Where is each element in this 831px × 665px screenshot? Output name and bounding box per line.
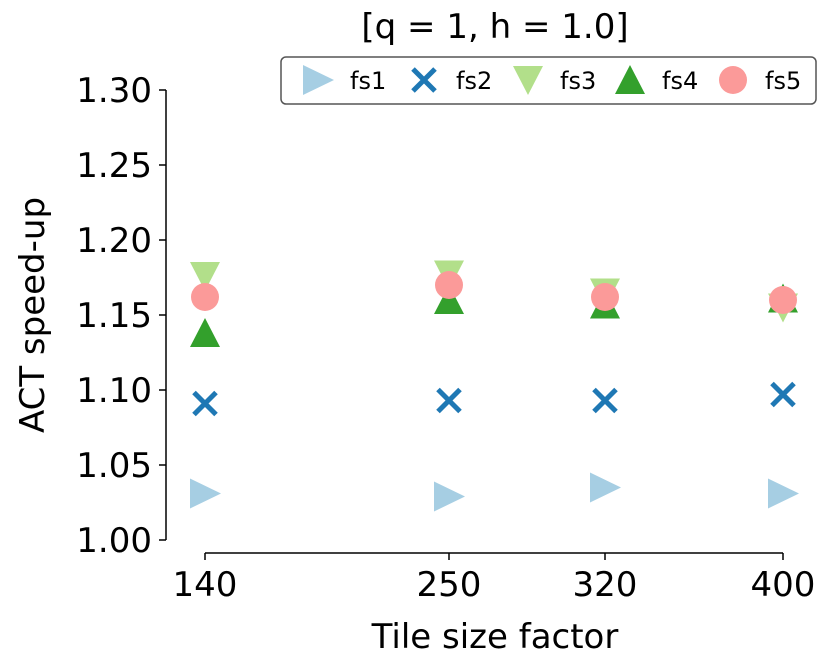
data-point-fs1 (768, 478, 799, 509)
data-point-fs1 (590, 472, 621, 503)
data-point-fs5 (591, 283, 619, 311)
y-tick-label: 1.25 (76, 146, 152, 186)
data-points (190, 260, 799, 512)
x-axis-label: Tile size factor (371, 617, 619, 657)
legend-label-fs4: fs4 (662, 67, 698, 95)
data-point-fs2 (592, 387, 618, 414)
data-point-fs5 (769, 286, 797, 314)
x-tick-label: 250 (417, 565, 482, 605)
y-tick-label: 1.00 (76, 521, 152, 561)
data-point-fs2 (770, 381, 796, 408)
legend: fs1 fs2 fs3 fs4 fs5 (280, 56, 817, 105)
legend-marker-fs1 (303, 65, 334, 95)
y-tick-label: 1.30 (76, 71, 152, 111)
legend-marker-fs4 (615, 65, 645, 94)
legend-marker-fs3 (513, 66, 543, 95)
data-point-fs3 (190, 262, 220, 291)
x-tick-label: 140 (173, 565, 238, 605)
data-point-fs2 (192, 390, 218, 417)
y-tick-label: 1.20 (76, 221, 152, 261)
legend-marker-fs2 (411, 67, 437, 93)
data-point-fs2 (436, 387, 462, 414)
data-point-fs4 (434, 285, 464, 314)
x-tick-label: 320 (573, 565, 638, 605)
x-ticks: 140 250 320 400 (173, 553, 816, 605)
y-ticks: 1.00 1.05 1.10 1.15 1.20 1.25 1.30 (76, 71, 166, 561)
x-tick-label: 400 (751, 565, 816, 605)
legend-label-fs1: fs1 (350, 67, 386, 95)
legend-label-fs2: fs2 (456, 67, 492, 95)
y-tick-label: 1.15 (76, 296, 152, 336)
legend-label-fs3: fs3 (560, 67, 596, 95)
y-tick-label: 1.05 (76, 446, 152, 486)
data-point-fs1 (190, 478, 221, 509)
y-axis-label: ACT speed-up (13, 197, 53, 433)
data-point-fs1 (434, 481, 465, 512)
data-point-fs5 (435, 271, 463, 299)
y-tick-label: 1.10 (76, 371, 152, 411)
legend-label-fs5: fs5 (765, 67, 801, 95)
chart-title: [q = 1, h = 1.0] (361, 7, 628, 47)
legend-marker-fs5 (719, 66, 747, 94)
data-point-fs4 (190, 318, 220, 347)
data-point-fs5 (191, 283, 219, 311)
